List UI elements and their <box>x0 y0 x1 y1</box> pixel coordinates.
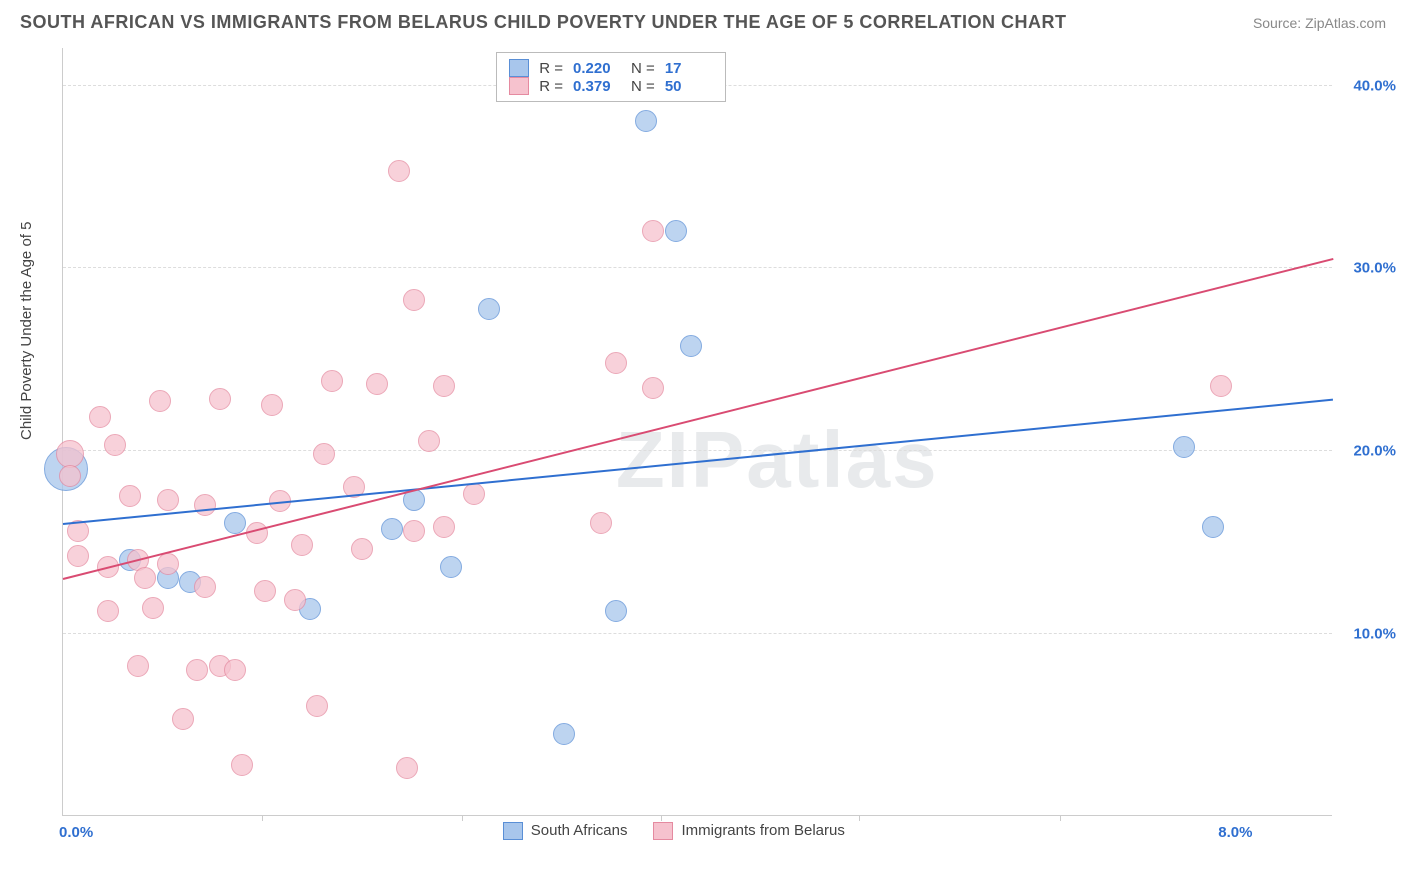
source-label: Source: ZipAtlas.com <box>1253 15 1386 31</box>
n-label: N = <box>631 78 655 95</box>
data-point <box>254 580 276 602</box>
data-point <box>396 757 418 779</box>
data-point <box>306 695 328 717</box>
data-point <box>366 373 388 395</box>
r-label: R = <box>539 78 563 95</box>
data-point <box>89 406 111 428</box>
data-point <box>119 485 141 507</box>
data-point <box>56 440 84 468</box>
x-minor-tick <box>262 815 263 821</box>
data-point <box>224 659 246 681</box>
data-point <box>680 335 702 357</box>
data-point <box>261 394 283 416</box>
data-point <box>134 567 156 589</box>
data-point <box>321 370 343 392</box>
data-point <box>313 443 335 465</box>
legend-row: R = 0.379 N = 50 <box>509 77 713 95</box>
data-point <box>209 388 231 410</box>
data-point <box>127 655 149 677</box>
legend-swatch <box>509 59 529 77</box>
legend-label: Immigrants from Belarus <box>681 822 844 839</box>
x-tick-label: 0.0% <box>59 824 93 841</box>
n-value: 17 <box>665 60 713 77</box>
data-point <box>67 545 89 567</box>
data-point <box>1202 516 1224 538</box>
r-label: R = <box>539 60 563 77</box>
data-point <box>388 160 410 182</box>
legend-row: R = 0.220 N = 17 <box>509 59 713 77</box>
legend-swatch <box>653 822 673 840</box>
data-point <box>224 512 246 534</box>
data-point <box>605 352 627 374</box>
data-point <box>440 556 462 578</box>
data-point <box>403 520 425 542</box>
data-point <box>157 489 179 511</box>
data-point <box>1210 375 1232 397</box>
data-point <box>104 434 126 456</box>
n-value: 50 <box>665 78 713 95</box>
scatter-chart: ZIPatlas 10.0%20.0%30.0%40.0%0.0%8.0%R =… <box>62 48 1332 816</box>
data-point <box>665 220 687 242</box>
x-minor-tick <box>859 815 860 821</box>
data-point <box>142 597 164 619</box>
data-point <box>59 465 81 487</box>
data-point <box>381 518 403 540</box>
data-point <box>157 553 179 575</box>
data-point <box>403 289 425 311</box>
x-tick-label: 8.0% <box>1218 824 1252 841</box>
gridline: 10.0% <box>63 633 1332 634</box>
data-point <box>635 110 657 132</box>
data-point <box>172 708 194 730</box>
data-point <box>284 589 306 611</box>
y-tick-label: 10.0% <box>1353 626 1396 643</box>
data-point <box>433 375 455 397</box>
data-point <box>291 534 313 556</box>
data-point <box>149 390 171 412</box>
data-point <box>1173 436 1195 458</box>
legend-swatch <box>509 77 529 95</box>
legend-label: South Africans <box>531 822 628 839</box>
data-point <box>418 430 440 452</box>
data-point <box>194 576 216 598</box>
y-axis-title: Child Poverty Under the Age of 5 <box>18 222 35 440</box>
data-point <box>351 538 373 560</box>
legend-stats: R = 0.220 N = 17 R = 0.379 N = 50 <box>496 52 726 102</box>
data-point <box>186 659 208 681</box>
data-point <box>642 377 664 399</box>
legend-item: Immigrants from Belarus <box>653 822 844 840</box>
data-point <box>231 754 253 776</box>
n-label: N = <box>631 60 655 77</box>
y-tick-label: 20.0% <box>1353 443 1396 460</box>
r-value: 0.379 <box>573 78 621 95</box>
r-value: 0.220 <box>573 60 621 77</box>
x-minor-tick <box>462 815 463 821</box>
data-point <box>590 512 612 534</box>
legend-item: South Africans <box>503 822 628 840</box>
chart-title: SOUTH AFRICAN VS IMMIGRANTS FROM BELARUS… <box>20 12 1067 33</box>
data-point <box>478 298 500 320</box>
data-point <box>463 483 485 505</box>
data-point <box>433 516 455 538</box>
x-minor-tick <box>1060 815 1061 821</box>
gridline: 20.0% <box>63 450 1332 451</box>
gridline: 30.0% <box>63 267 1332 268</box>
y-tick-label: 40.0% <box>1353 77 1396 94</box>
data-point <box>642 220 664 242</box>
legend-bottom: South Africans Immigrants from Belarus <box>503 822 845 840</box>
y-tick-label: 30.0% <box>1353 260 1396 277</box>
data-point <box>194 494 216 516</box>
data-point <box>553 723 575 745</box>
x-minor-tick <box>661 815 662 821</box>
legend-swatch <box>503 822 523 840</box>
data-point <box>97 600 119 622</box>
data-point <box>605 600 627 622</box>
